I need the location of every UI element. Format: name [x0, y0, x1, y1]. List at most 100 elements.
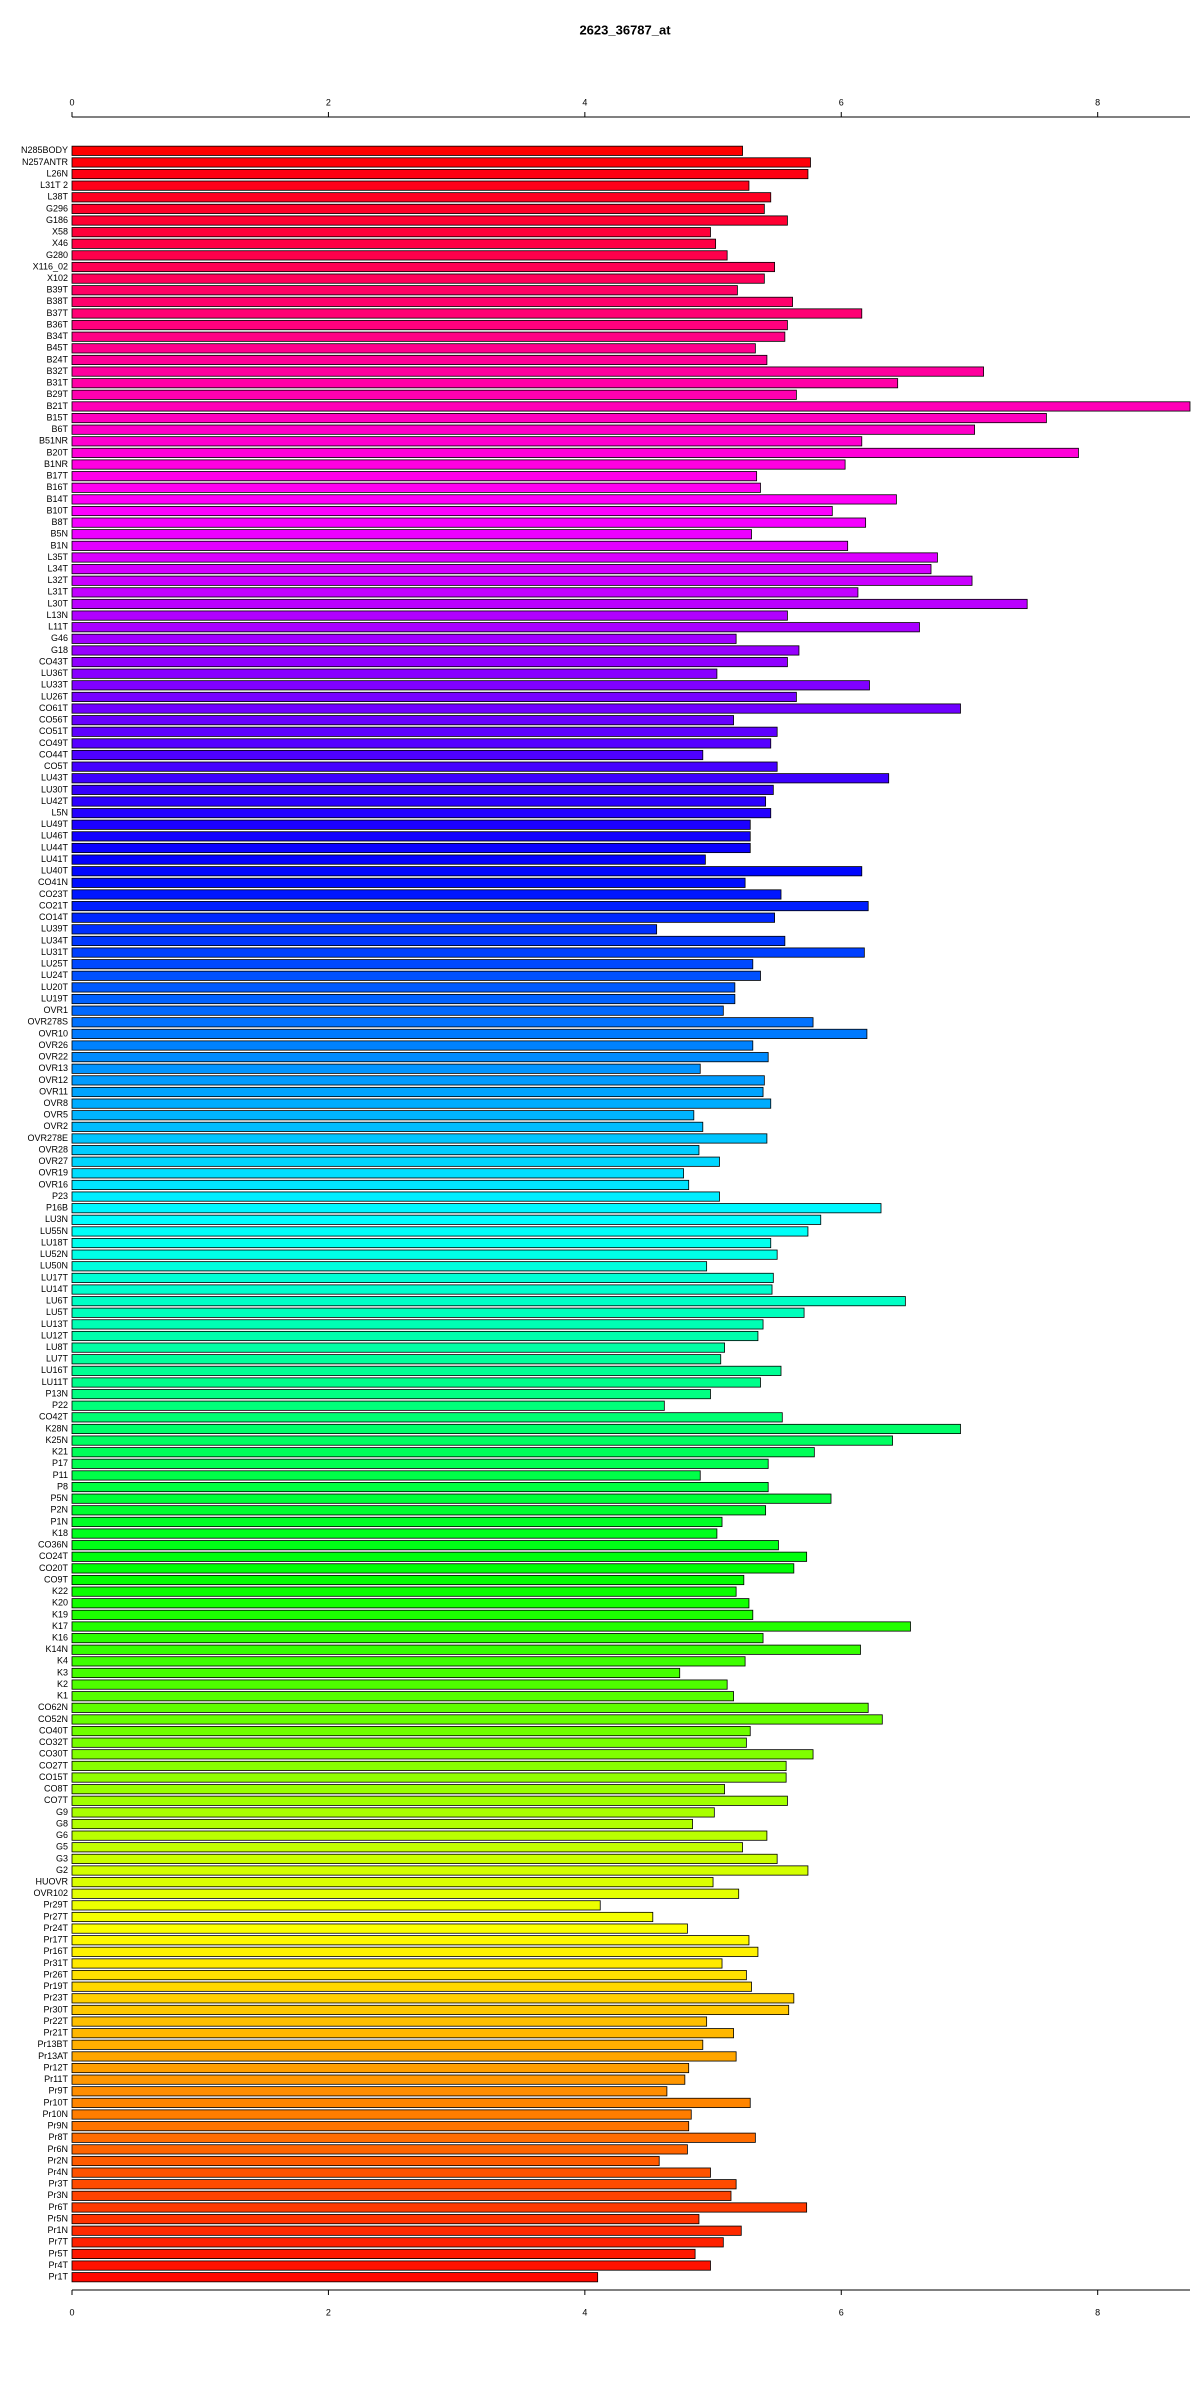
- y-tick-label: B8T: [51, 517, 68, 527]
- y-tick-label: P22: [52, 1400, 68, 1410]
- bar: [71, 2225, 742, 2236]
- y-tick-label: CO51T: [39, 726, 69, 736]
- y-tick-label: LU39T: [41, 924, 69, 934]
- bar: [71, 1319, 764, 1330]
- bar: [71, 784, 774, 795]
- y-tick-label: K17: [52, 1621, 68, 1631]
- bar: [71, 808, 772, 819]
- bar: [71, 494, 897, 505]
- bar: [71, 1435, 893, 1446]
- y-tick-label: G280: [46, 250, 68, 260]
- bar: [71, 1075, 765, 1086]
- y-tick-label: CO62N: [38, 1702, 68, 1712]
- y-tick-label: OVR5: [43, 1110, 68, 1120]
- bar: [71, 401, 1191, 412]
- bar: [71, 273, 765, 284]
- bar: [71, 959, 754, 970]
- bar: [71, 2167, 711, 2178]
- y-tick-label: B38T: [46, 296, 68, 306]
- y-tick-label: CO24T: [39, 1551, 69, 1561]
- y-tick-label: LU52N: [40, 1249, 68, 1259]
- bar: [71, 877, 746, 888]
- y-tick-label: LU11T: [42, 1377, 69, 1387]
- y-tick-label: LU41T: [41, 854, 69, 864]
- y-tick-label: G2: [56, 1865, 68, 1875]
- bar: [71, 1958, 723, 1969]
- bar: [71, 1272, 774, 1283]
- y-tick-label: CO7T: [44, 1795, 69, 1805]
- bar: [71, 285, 738, 296]
- y-tick-label: P13N: [45, 1388, 68, 1398]
- y-tick-label: Pr22T: [43, 2016, 68, 2026]
- y-tick-label: K1: [57, 1691, 68, 1701]
- y-tick-label: G5: [56, 1842, 68, 1852]
- bar: [71, 889, 782, 900]
- bar: [71, 1121, 704, 1132]
- y-tick-label: G3: [56, 1853, 68, 1863]
- y-tick-label: K2: [57, 1679, 68, 1689]
- bar: [71, 1946, 759, 1957]
- bar: [71, 2155, 660, 2167]
- y-tick-label: P11: [53, 1470, 68, 1480]
- y-tick-label: Pr26T: [43, 1969, 68, 1979]
- y-tick-label: B29T: [46, 389, 68, 399]
- bar: [71, 1261, 708, 1272]
- bar: [71, 1226, 809, 1237]
- y-tick-label: LU46T: [41, 831, 69, 841]
- bar: [71, 157, 811, 168]
- y-tick-label: L34T: [47, 563, 68, 573]
- bar: [71, 2260, 711, 2271]
- y-tick-label: LU50N: [40, 1261, 68, 1271]
- y-tick-label: CO27T: [39, 1760, 69, 1770]
- bar: [71, 389, 797, 400]
- bar: [71, 1389, 711, 1400]
- bar: [71, 459, 846, 470]
- y-tick-label: LU42T: [41, 796, 69, 806]
- y-tick-label: LU18T: [41, 1237, 69, 1247]
- bar: [71, 726, 778, 737]
- bar: [71, 203, 765, 214]
- y-tick-label: Pr6T: [48, 2202, 68, 2212]
- bar: [71, 1145, 700, 1156]
- bar: [71, 2028, 734, 2039]
- bar: [71, 2248, 696, 2259]
- bar: [71, 1760, 787, 1771]
- y-tick-label: Pr9N: [47, 2121, 68, 2131]
- y-tick-label: OVR102: [33, 1888, 68, 1898]
- y-tick-label: OVR13: [38, 1063, 68, 1073]
- y-tick-label: Pr13BT: [37, 2039, 68, 2049]
- bar: [71, 227, 711, 238]
- y-tick-label: B5N: [50, 529, 68, 539]
- y-tick-label: P16B: [46, 1203, 68, 1213]
- y-tick-label: CO61T: [39, 703, 69, 713]
- x-tick-label: 2: [326, 97, 331, 107]
- y-tick-label: LU31T: [41, 947, 69, 957]
- bar: [71, 1110, 695, 1121]
- y-tick-label: OVR12: [38, 1075, 68, 1085]
- y-tick-label: LU44T: [41, 842, 69, 852]
- y-tick-label: L5N: [51, 808, 68, 818]
- y-tick-label: LU13T: [41, 1319, 69, 1329]
- y-tick-label: B32T: [46, 366, 68, 376]
- y-tick-label: Pr5N: [47, 2213, 68, 2223]
- bar: [71, 1749, 814, 1760]
- y-tick-label: OVR19: [38, 1168, 68, 1178]
- y-tick-label: L38T: [47, 192, 68, 202]
- bar: [71, 1818, 693, 1830]
- bar: [71, 1737, 747, 1748]
- y-tick-label: LU33T: [41, 680, 69, 690]
- y-tick-label: OVR16: [38, 1179, 68, 1189]
- bar: [71, 2004, 790, 2015]
- bar: [71, 552, 938, 563]
- y-tick-label: LU36T: [41, 668, 69, 678]
- bar: [71, 657, 788, 668]
- y-tick-label: LU8T: [46, 1342, 69, 1352]
- y-tick-label: OVR26: [38, 1040, 68, 1050]
- bar: [71, 1098, 772, 1109]
- y-tick-label: N285BODY: [21, 145, 68, 155]
- bar: [71, 680, 870, 691]
- y-tick-label: B34T: [46, 331, 68, 341]
- y-tick-label: Pr16T: [43, 1946, 68, 1956]
- bar: [71, 1470, 701, 1481]
